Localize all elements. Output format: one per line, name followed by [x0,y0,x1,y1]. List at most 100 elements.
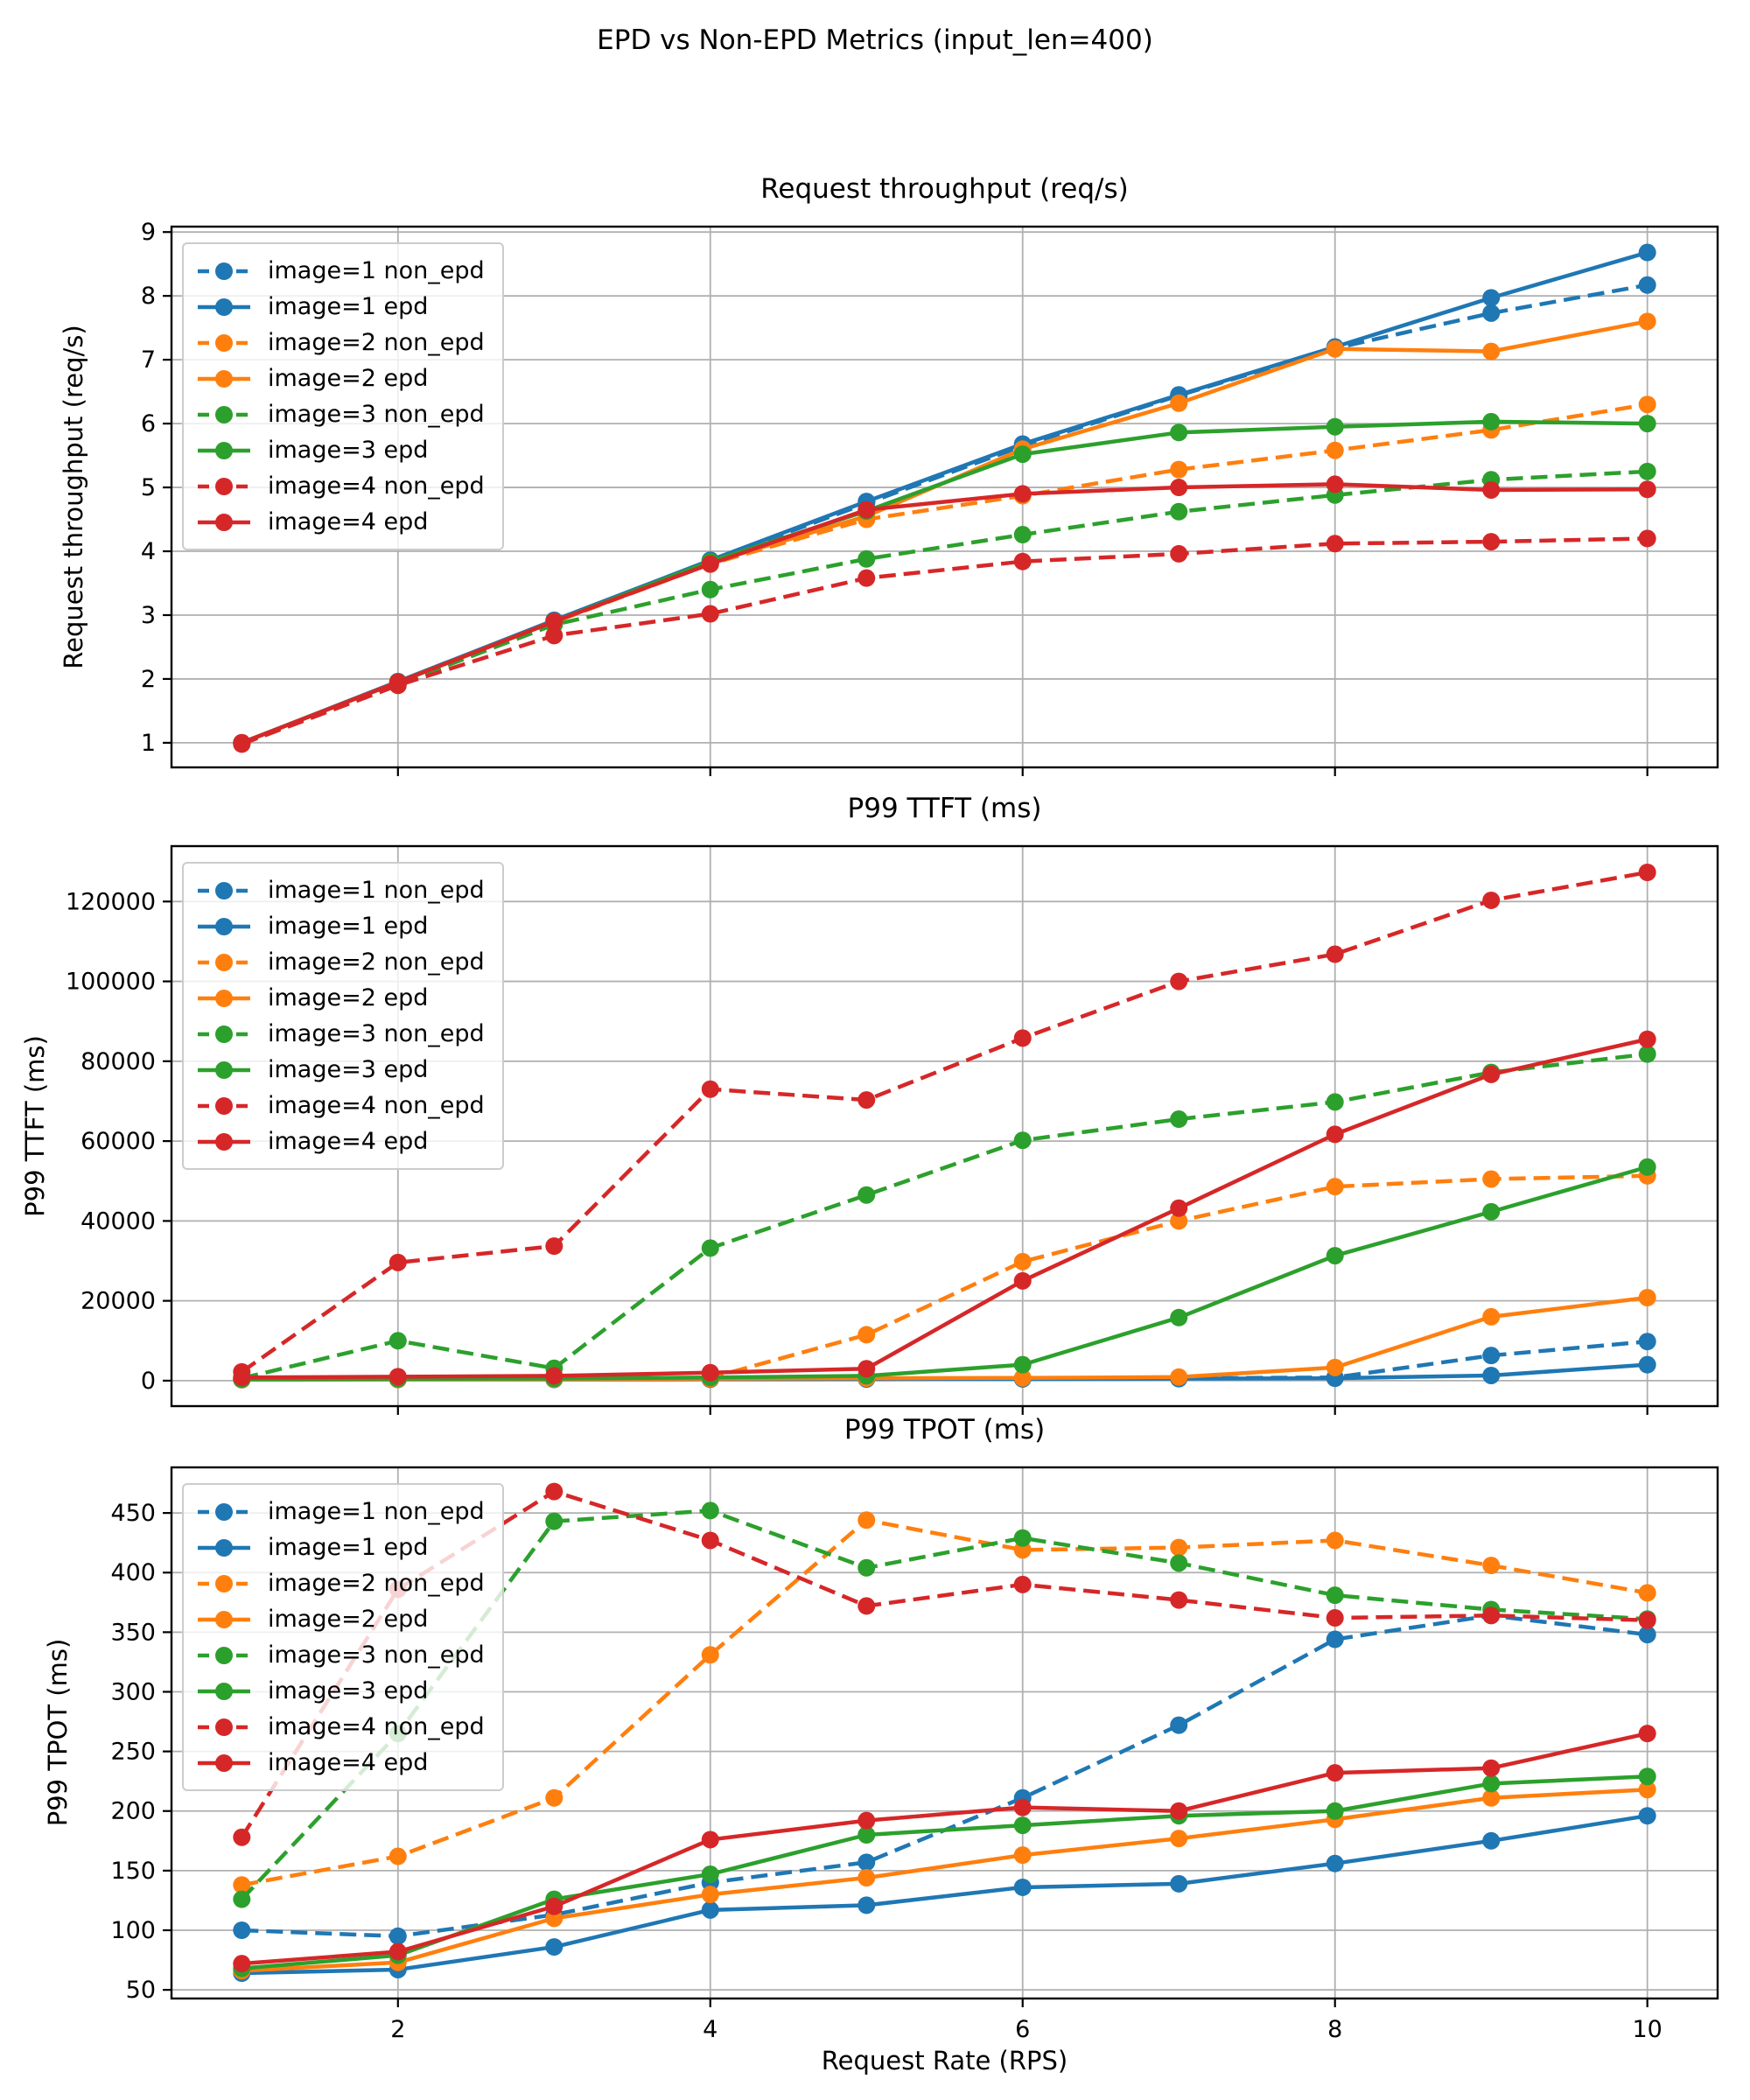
data-point [701,1830,719,1849]
data-point [233,1890,251,1908]
solid-line-marker-icon [198,298,250,316]
data-point [233,1368,251,1387]
data-point [1638,1288,1656,1306]
series-image-4-epd [233,1725,1656,1973]
data-point [1170,460,1188,479]
legend-item: image=1 non_epd [196,253,485,289]
data-point [1170,544,1188,563]
legend-label: image=2 non_epd [268,329,485,356]
legend-item: image=4 epd [196,1745,485,1781]
ticks: 50 100 150 200 250 300 350 400 450 2 4 6 8 10 [110,1500,1662,2043]
data-point [1326,1247,1344,1265]
data-point [1170,1591,1188,1609]
ytick-label: 20000 [80,1288,156,1315]
ylabel-tpot: P99 TPOT (ms) [43,1638,73,1827]
data-point [701,1646,719,1664]
ytick-label: 3 [141,602,156,629]
series-image-4-epd [233,475,1656,752]
dashed-line-marker-icon [198,953,250,971]
data-point [858,1825,876,1844]
solid-line-marker-icon [198,1754,250,1772]
dashed-line-marker-icon [198,1574,250,1592]
data-point [1326,441,1344,459]
dashed-line-marker-icon [198,1718,250,1736]
data-point [1013,526,1032,544]
data-point [545,1897,564,1915]
solid-line-marker-icon [198,513,250,531]
xtick-label: 4 [703,2016,718,2043]
ytick-label: 6 [141,410,156,438]
ytick-label: 1 [141,730,156,757]
data-point [1013,1529,1032,1547]
data-point [1170,972,1188,990]
legend-item: image=3 non_epd [196,1016,485,1052]
solid-line-marker-icon [198,917,250,935]
series-image-3-epd [233,1158,1656,1389]
data-point [545,626,564,645]
data-point [1326,1178,1344,1196]
series-image-3-epd [233,1768,1656,1978]
dashed-line-marker-icon [198,1646,250,1664]
solid-line-marker-icon [198,1060,250,1079]
data-point [1013,1252,1032,1270]
data-point [1013,1846,1032,1865]
ticks: 1 2 3 4 5 6 7 8 9 [141,219,1648,776]
legend-label: image=2 epd [268,984,429,1012]
legend-item: image=2 non_epd [196,1565,485,1601]
data-point [1482,891,1501,909]
data-point [1638,1768,1656,1786]
data-point [1638,1355,1656,1374]
data-point [1638,1781,1656,1799]
ytick-label: 400 [110,1559,156,1586]
data-point [545,1482,564,1501]
legend-label: image=1 non_epd [268,877,485,904]
ytick-label: 100000 [66,969,156,996]
ytick-label: 100 [110,1917,156,1944]
data-point [1326,1630,1344,1648]
legend-item: image=4 epd [196,1124,485,1159]
legend-item: image=4 non_epd [196,1709,485,1745]
plot-frame [170,225,1719,769]
dashed-line-marker-icon [198,333,250,352]
ylabel-ttft: P99 TTFT (ms) [20,1035,50,1217]
data-point [1170,502,1188,521]
data-point [1013,1131,1032,1150]
legend-label: image=1 non_epd [268,1498,485,1525]
data-point [1638,1611,1656,1629]
legend-throughput: image=1 non_epd image=1 epd image=2 non_ep… [182,242,504,550]
xtick-label: 10 [1633,2016,1662,2043]
data-point [1170,479,1188,497]
ytick-label: 40000 [80,1208,156,1235]
data-point [233,1876,251,1894]
solid-line-marker-icon [198,1132,250,1151]
data-point [233,733,251,752]
data-point [1482,1202,1501,1221]
data-point [1638,276,1656,294]
data-point [1013,1816,1032,1835]
legend-item: image=3 epd [196,432,485,468]
data-point [1170,424,1188,442]
data-point [1638,1725,1656,1743]
data-point [701,1865,719,1883]
ytick-label: 5 [141,474,156,501]
legend-label: image=1 epd [268,913,429,940]
solid-line-marker-icon [198,369,250,388]
data-point [1170,1199,1188,1217]
data-point [1326,475,1344,494]
data-point [1482,289,1501,307]
ytick-label: 7 [141,346,156,374]
data-point [1638,415,1656,433]
data-point [1170,1538,1188,1557]
ytick-label: 250 [110,1739,156,1766]
data-point [858,1811,876,1830]
legend-label: image=3 epd [268,1677,429,1704]
legend-item: image=2 epd [196,360,485,396]
data-point [1013,1878,1032,1896]
ytick-label: 8 [141,283,156,310]
data-point [858,1360,876,1378]
ytick-label: 9 [141,219,156,246]
ytick-label: 200 [110,1798,156,1825]
data-point [1482,1788,1501,1807]
data-point [701,1239,719,1257]
data-point [1326,1586,1344,1605]
